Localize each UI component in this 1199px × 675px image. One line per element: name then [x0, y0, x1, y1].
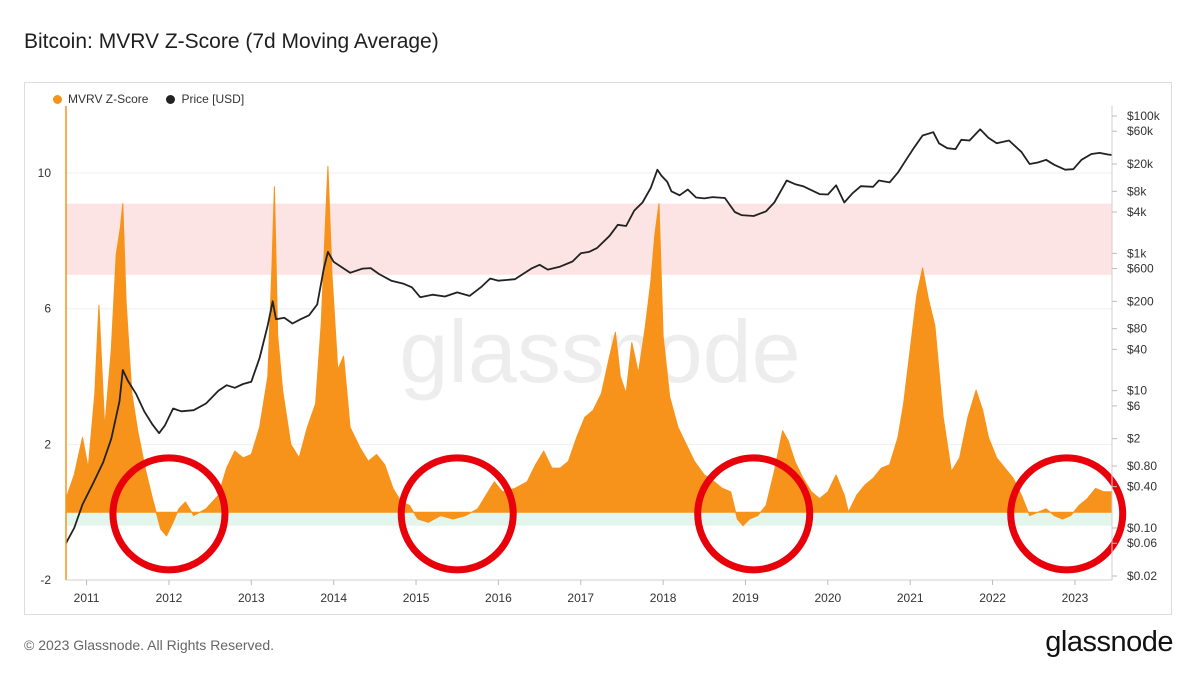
x-tick-2011: 2011	[74, 591, 100, 605]
x-tick-2020: 2020	[814, 591, 841, 605]
right-tick-$20k: $20k	[1127, 157, 1154, 171]
x-tick-2015: 2015	[403, 591, 430, 605]
highlight-circle-1	[109, 454, 229, 574]
chart-legend: MVRV Z-Score Price [USD]	[53, 92, 244, 106]
watermark: glassnode	[399, 302, 800, 401]
x-tick-2023: 2023	[1062, 591, 1089, 605]
chart-frame	[24, 82, 1172, 615]
right-tick-$0.02: $0.02	[1127, 569, 1157, 583]
series-price-line	[65, 128, 1113, 544]
right-tick-$0.40: $0.40	[1127, 480, 1157, 494]
x-tick-2021: 2021	[897, 591, 924, 605]
chart-title: Bitcoin: MVRV Z-Score (7d Moving Average…	[24, 30, 439, 53]
legend-dot-zscore	[53, 94, 62, 104]
right-tick-$6: $6	[1127, 399, 1141, 413]
right-tick-$100k: $100k	[1127, 109, 1161, 123]
left-tick-2: 2	[44, 437, 51, 451]
band-red	[66, 203, 1112, 275]
legend-item-price[interactable]: Price [USD]	[166, 92, 244, 106]
right-tick-$0.06: $0.06	[1127, 536, 1157, 550]
legend-label-price: Price [USD]	[181, 92, 245, 106]
x-tick-2022: 2022	[979, 591, 1006, 605]
right-tick-$10: $10	[1127, 384, 1147, 398]
x-tick-2012: 2012	[156, 591, 183, 605]
series-zscore-area	[65, 165, 1113, 537]
x-tick-2018: 2018	[650, 591, 677, 605]
right-tick-$4k: $4k	[1127, 205, 1147, 219]
footer-copyright: © 2023 Glassnode. All Rights Reserved.	[24, 637, 275, 653]
band-green	[66, 512, 1112, 526]
legend-dot-price	[166, 94, 176, 104]
right-tick-$40: $40	[1127, 342, 1147, 356]
legend-item-zscore[interactable]: MVRV Z-Score	[53, 92, 148, 106]
right-tick-$600: $600	[1127, 262, 1154, 276]
left-tick--2: -2	[40, 573, 51, 587]
right-tick-$1k: $1k	[1127, 246, 1147, 260]
x-tick-2013: 2013	[238, 591, 265, 605]
x-tick-2017: 2017	[567, 591, 594, 605]
brand-logo[interactable]: glassnode	[1045, 626, 1173, 658]
right-tick-$2: $2	[1127, 432, 1141, 446]
highlight-circle-2	[397, 454, 517, 574]
highlight-circle-4	[1007, 454, 1127, 574]
highlight-circle-3	[694, 454, 814, 574]
left-tick-10: 10	[38, 166, 52, 180]
right-tick-$60k: $60k	[1127, 124, 1154, 138]
left-tick-6: 6	[44, 302, 51, 316]
x-tick-2016: 2016	[485, 591, 512, 605]
x-tick-2019: 2019	[732, 591, 759, 605]
right-tick-$0.10: $0.10	[1127, 521, 1157, 535]
legend-label-zscore: MVRV Z-Score	[68, 92, 149, 106]
right-tick-$0.80: $0.80	[1127, 459, 1157, 473]
right-tick-$200: $200	[1127, 294, 1154, 308]
right-tick-$80: $80	[1127, 322, 1147, 336]
x-tick-2014: 2014	[320, 591, 347, 605]
right-tick-$8k: $8k	[1127, 184, 1147, 198]
